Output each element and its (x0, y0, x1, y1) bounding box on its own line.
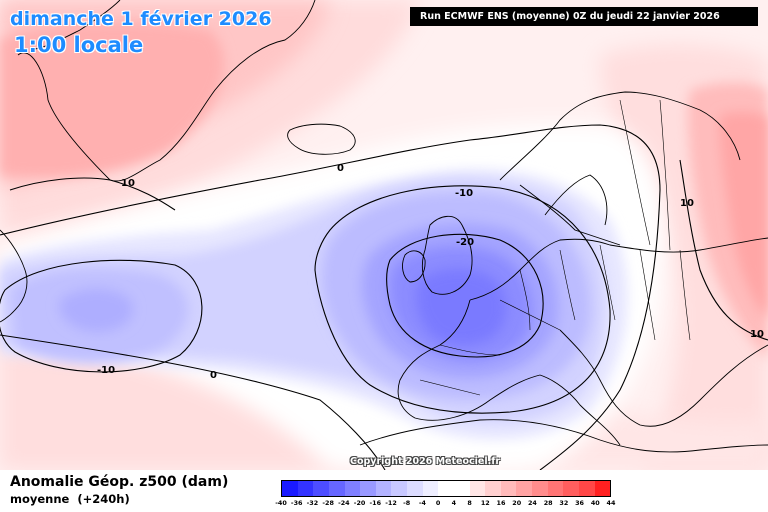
legend-swatch (578, 481, 595, 496)
legend-bar: Anomalie Géop. z500 (dam) moyenne (+240h… (0, 470, 768, 512)
legend-swatch (485, 481, 501, 496)
labrador-coast (0, 229, 28, 323)
lead-time: (+240h) (77, 492, 130, 506)
contour-minus10-west (0, 259, 203, 373)
legend-tick-label: -24 (338, 499, 350, 507)
legend-swatch (438, 481, 454, 496)
contour-lines (0, 124, 768, 470)
negative-anomaly-shading (0, 169, 628, 440)
contour-zero-south (0, 334, 386, 470)
forecast-time: 1:00 locale (14, 33, 144, 57)
contour-labels: 0 -10 -20 -10 0 10 10 10 (97, 163, 764, 381)
legend-swatch (360, 481, 376, 496)
legend-swatch (563, 481, 579, 496)
contour-minus10-east (314, 185, 611, 414)
legend-swatch (313, 481, 329, 496)
legend-tick-label: -36 (290, 499, 303, 507)
legend-swatch (547, 481, 564, 496)
legend-tick-label: -20 (353, 499, 366, 507)
legend-swatch (344, 481, 361, 496)
contour-minus20 (386, 233, 544, 358)
contour-label: 0 (337, 163, 344, 174)
coastlines (0, 0, 768, 453)
color-scale-ticks: -40 -36 -32 -28 -24 -20 -16 -12 -8 -4 0 4 8 12 16 20 24 2… (275, 497, 615, 509)
variable-label: Anomalie Géop. z500 (dam) (10, 474, 229, 490)
contour-label: 10 (750, 329, 764, 340)
legend-swatch (500, 481, 517, 496)
legend-swatch (532, 481, 548, 496)
legend-swatch (453, 481, 470, 496)
contour-label: -10 (97, 365, 115, 376)
legend-tick-label: -12 (385, 499, 397, 507)
contour-plus10-east (679, 159, 768, 341)
anomaly-map: 0 -10 -20 -10 0 10 10 10 (0, 0, 768, 470)
legend-swatch (391, 481, 407, 496)
legend-tick-label: 24 (527, 499, 537, 507)
legend-tick-label: -32 (306, 499, 319, 507)
legend-tick-label: 28 (543, 499, 553, 507)
iceland-coast (287, 123, 356, 155)
legend-tick-label: 36 (575, 499, 585, 507)
legend-tick-label: -16 (369, 499, 382, 507)
statistic-label: moyenne (+240h) (10, 492, 130, 506)
legend-swatch (297, 481, 314, 496)
legend-tick-label: 44 (606, 499, 616, 507)
legend-swatch (594, 481, 611, 496)
color-scale-swatches (281, 480, 611, 497)
legend-tick-label: -8 (403, 499, 411, 507)
run-info-banner: Run ECMWF ENS (moyenne) 0Z du jeudi 22 j… (410, 7, 758, 26)
contour-label: -20 (456, 237, 474, 248)
legend-tick-label: 32 (559, 499, 569, 507)
british-isles-coast (421, 215, 473, 295)
legend-tick-label: -28 (322, 499, 334, 507)
legend-tick-label: -40 (275, 499, 287, 507)
legend-swatch (407, 481, 423, 496)
legend-tick-label: 4 (451, 499, 457, 507)
legend-swatch (516, 481, 532, 496)
legend-tick-label: 16 (496, 499, 506, 507)
legend-tick-label: -4 (418, 499, 426, 507)
copyright-notice: Copyright 2026 Meteociel.fr (350, 456, 501, 467)
legend-swatch (282, 481, 298, 496)
north-africa-coast (359, 419, 768, 453)
contour-plus10-greenland (9, 177, 176, 211)
legend-tick-label: 20 (512, 499, 522, 507)
legend-swatch (375, 481, 392, 496)
legend-tick-label: 8 (467, 499, 472, 507)
greenland-coast (17, 0, 316, 182)
legend-tick-label: 40 (590, 499, 600, 507)
forecast-date: dimanche 1 février 2026 (10, 8, 272, 30)
color-scale: -40 -36 -32 -28 -24 -20 -16 -12 -8 -4 0 4 8 12 16 20 24 2… (275, 480, 615, 509)
legend-tick-label: 12 (480, 499, 490, 507)
legend-swatch (469, 481, 486, 496)
contour-label: -10 (455, 188, 473, 199)
legend-swatch (422, 481, 439, 496)
scandinavia-coast (499, 91, 741, 181)
contour-zero-north (0, 124, 661, 470)
statistic-name: moyenne (10, 492, 70, 506)
europe-coast (469, 237, 768, 301)
legend-tick-label: 0 (435, 499, 441, 507)
legend-swatch (328, 481, 345, 496)
contour-label: 0 (210, 370, 217, 381)
contour-label: 10 (121, 178, 135, 189)
contour-label: 10 (680, 198, 694, 209)
